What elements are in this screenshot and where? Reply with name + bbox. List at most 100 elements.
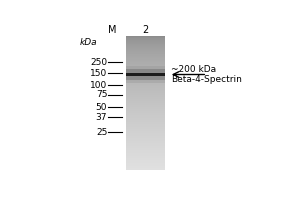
Bar — [126, 121, 165, 122]
Bar — [126, 141, 165, 142]
Bar — [126, 161, 165, 162]
Bar — [126, 66, 165, 83]
Bar — [126, 143, 165, 144]
Bar — [126, 65, 165, 66]
Bar — [126, 38, 165, 39]
Bar — [126, 164, 165, 165]
Bar — [126, 142, 165, 143]
Bar — [126, 107, 165, 108]
Bar — [126, 48, 165, 49]
Bar — [126, 70, 165, 71]
Bar — [126, 94, 165, 95]
Bar — [126, 69, 165, 70]
Bar — [126, 139, 165, 140]
Bar — [126, 103, 165, 104]
Bar — [126, 63, 165, 64]
Bar — [126, 110, 165, 111]
Bar — [126, 147, 165, 148]
Bar — [126, 128, 165, 129]
Bar — [126, 37, 165, 38]
Bar — [126, 88, 165, 89]
Bar — [126, 106, 165, 107]
Bar — [126, 62, 165, 63]
Bar — [126, 97, 165, 98]
Bar — [126, 158, 165, 159]
Bar — [126, 68, 165, 69]
Text: 50: 50 — [96, 103, 107, 112]
Bar — [126, 95, 165, 96]
Bar — [126, 82, 165, 83]
Bar — [126, 75, 165, 76]
Bar — [126, 83, 165, 84]
Bar — [126, 109, 165, 110]
Bar — [126, 157, 165, 158]
Bar — [126, 56, 165, 57]
Bar — [126, 51, 165, 52]
Bar — [126, 167, 165, 168]
Bar — [126, 98, 165, 99]
Bar — [126, 145, 165, 146]
Bar — [126, 81, 165, 82]
Bar — [126, 144, 165, 145]
Bar — [126, 111, 165, 112]
Bar — [126, 96, 165, 97]
Bar — [126, 134, 165, 135]
Bar — [126, 54, 165, 55]
Bar — [126, 69, 165, 80]
Bar — [126, 79, 165, 80]
Bar — [126, 135, 165, 136]
Text: 25: 25 — [96, 128, 107, 137]
Bar — [126, 40, 165, 41]
Bar — [126, 114, 165, 115]
Bar — [126, 146, 165, 147]
Bar — [126, 73, 165, 76]
Bar — [126, 52, 165, 53]
Bar — [126, 165, 165, 166]
Bar — [126, 152, 165, 153]
Bar — [126, 156, 165, 157]
Text: 75: 75 — [96, 90, 107, 99]
Bar — [126, 137, 165, 138]
Bar — [126, 61, 165, 62]
Bar — [126, 116, 165, 117]
Bar — [126, 140, 165, 141]
Bar — [126, 91, 165, 92]
Text: kDa: kDa — [80, 38, 98, 47]
Bar — [126, 131, 165, 132]
Text: 100: 100 — [90, 81, 107, 90]
Bar — [126, 129, 165, 130]
Bar — [126, 130, 165, 131]
Bar — [126, 93, 165, 94]
Bar — [126, 160, 165, 161]
Bar — [126, 90, 165, 91]
Bar — [126, 115, 165, 116]
Bar — [126, 50, 165, 51]
Text: Beta-4-Spectrin: Beta-4-Spectrin — [171, 75, 242, 84]
Bar — [126, 122, 165, 123]
Bar — [126, 45, 165, 46]
Text: 150: 150 — [90, 69, 107, 78]
Bar — [126, 151, 165, 152]
Bar — [126, 104, 165, 105]
Bar — [126, 77, 165, 78]
Bar — [126, 100, 165, 101]
Bar — [126, 78, 165, 79]
Bar — [126, 66, 165, 67]
Bar — [126, 86, 165, 87]
Bar — [126, 55, 165, 56]
Bar — [126, 153, 165, 154]
Bar — [126, 49, 165, 50]
Bar — [126, 71, 165, 72]
Bar — [126, 76, 165, 77]
Bar — [126, 126, 165, 127]
Bar — [126, 46, 165, 47]
Bar — [126, 41, 165, 42]
Bar — [126, 39, 165, 40]
Bar — [126, 154, 165, 155]
Bar — [126, 80, 165, 81]
Bar — [126, 44, 165, 45]
Bar — [126, 105, 165, 106]
Bar — [126, 102, 165, 103]
Bar — [126, 150, 165, 151]
Bar — [126, 101, 165, 102]
